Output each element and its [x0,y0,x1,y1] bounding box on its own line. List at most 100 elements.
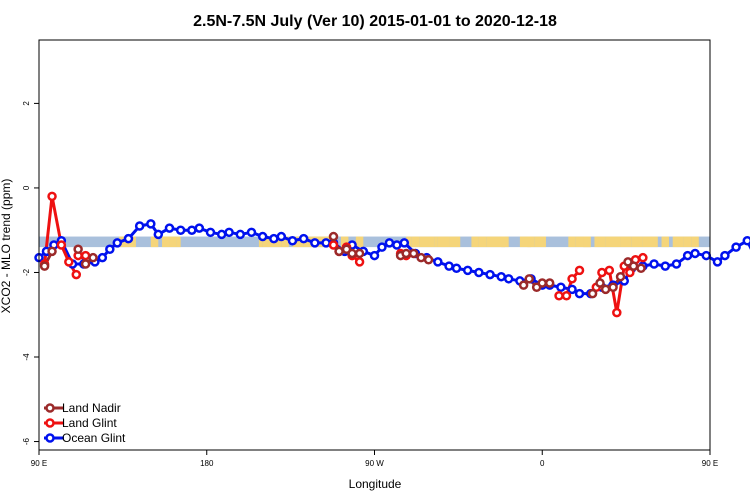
ocean-glint-point [216,229,227,240]
land-patch [303,236,312,248]
land-nadir-point [88,252,98,263]
land-patch [258,236,263,248]
ocean-glint-point [392,240,402,250]
ocean-glint-point [682,250,693,261]
land-patch [150,236,159,248]
ocean-glint-point [257,231,268,242]
land-glint-point [64,257,74,267]
land-patch [449,236,461,248]
ocean-glint-point [321,238,331,248]
ocean-glint-point [112,238,123,248]
legend-label-ocean-glint: Ocean Glint [62,431,126,445]
land-glint-point [561,290,572,301]
plot-area [34,191,750,318]
land-nadir-point [518,280,529,290]
land-nadir-point [354,248,365,259]
land-patch [501,236,509,248]
ocean-glint-point [444,261,454,271]
land-patch [471,236,479,248]
x-tick-label: 90 E [31,459,47,468]
land-nadir-point [595,278,605,288]
land-nadir-point [416,252,426,263]
ocean-glint-point [224,227,234,238]
land-patch [568,236,576,248]
ocean-glint-point [187,225,197,235]
land-nadir-point [334,246,344,257]
ocean-glint-point [433,257,443,267]
land-glint-point [567,274,577,284]
land-nadir-point [615,271,626,282]
ocean-glint-point [567,284,577,295]
ocean-glint-point [384,238,395,248]
ocean-glint-point [451,263,462,273]
land-patch [434,236,438,248]
chart-title: 2.5N-7.5N July (Ver 10) 2015-01-01 to 20… [193,13,557,30]
ocean-glint-point [474,267,484,278]
land-nadir-point [537,278,547,288]
y-tick-label: -2 [22,268,31,276]
y-tick-label: 2 [22,101,31,106]
land-nadir-point [628,261,639,271]
ocean-glint-point [496,271,506,282]
land-nadir-point [347,248,357,259]
land-patch [583,236,591,248]
land-nadir-point [73,244,83,254]
ocean-glint-point [134,221,145,231]
axes: 90 E 180 90 W 0 90 E 2 0 -2 -4 -6 [22,39,718,468]
ocean-glint-point [742,236,750,246]
ocean-glint-point [399,238,410,248]
x-axis-title: Longitude [349,477,402,491]
land-nadir-point [608,282,618,293]
land-nadir-point [80,259,91,269]
land-patch [672,236,684,248]
ocean-glint-point [712,257,723,267]
x-tick-label: 90 W [365,459,384,468]
land-nadir-point [636,263,646,273]
land-patch [642,236,658,248]
land-patch [281,236,289,248]
ocean-glint-point [690,248,700,259]
legend-marker-land-nadir [45,403,55,413]
land-nadir-point [401,248,411,259]
land-patch [691,236,699,248]
land-patch [437,236,450,248]
ocean-glint-point [701,250,712,261]
land-glint-point [56,240,67,250]
land-patch [128,236,136,248]
land-patch [594,236,606,248]
ocean-glint-point [164,223,175,233]
ocean-glint-point [556,282,566,293]
land-glint-point [597,267,607,278]
land-glint-point [574,265,585,276]
ocean-glint-point [153,229,164,240]
land-patch [419,236,435,248]
land-patch [683,236,692,248]
land-patch [605,236,621,248]
ocean-glint-point [377,242,387,252]
land-patch [620,236,632,248]
land-nadir-point [423,255,434,265]
ocean-glint-point [269,233,279,244]
legend-label-land-nadir: Land Nadir [62,401,121,415]
ocean-glint-point [660,261,671,271]
ocean-glint-point [298,233,309,244]
land-glint-point [638,252,648,263]
land-patch [169,236,177,248]
land-patch [631,236,643,248]
land-nadir-point [408,248,419,259]
legend-marker-ocean-glint [45,433,55,443]
land-patch [292,236,304,248]
land-patch [176,236,181,248]
land-glint-point [80,250,91,261]
land-glint-point [47,191,57,202]
land-glint-point [554,290,564,301]
ocean-glint-point [105,244,115,254]
ocean-glint-point [503,274,514,284]
land-patch [355,236,364,248]
land-patch [486,236,505,248]
ocean-glint-point [287,236,298,246]
land-nadir-point [47,246,57,257]
ocean-band [39,236,710,248]
y-tick-label: -4 [22,353,31,361]
